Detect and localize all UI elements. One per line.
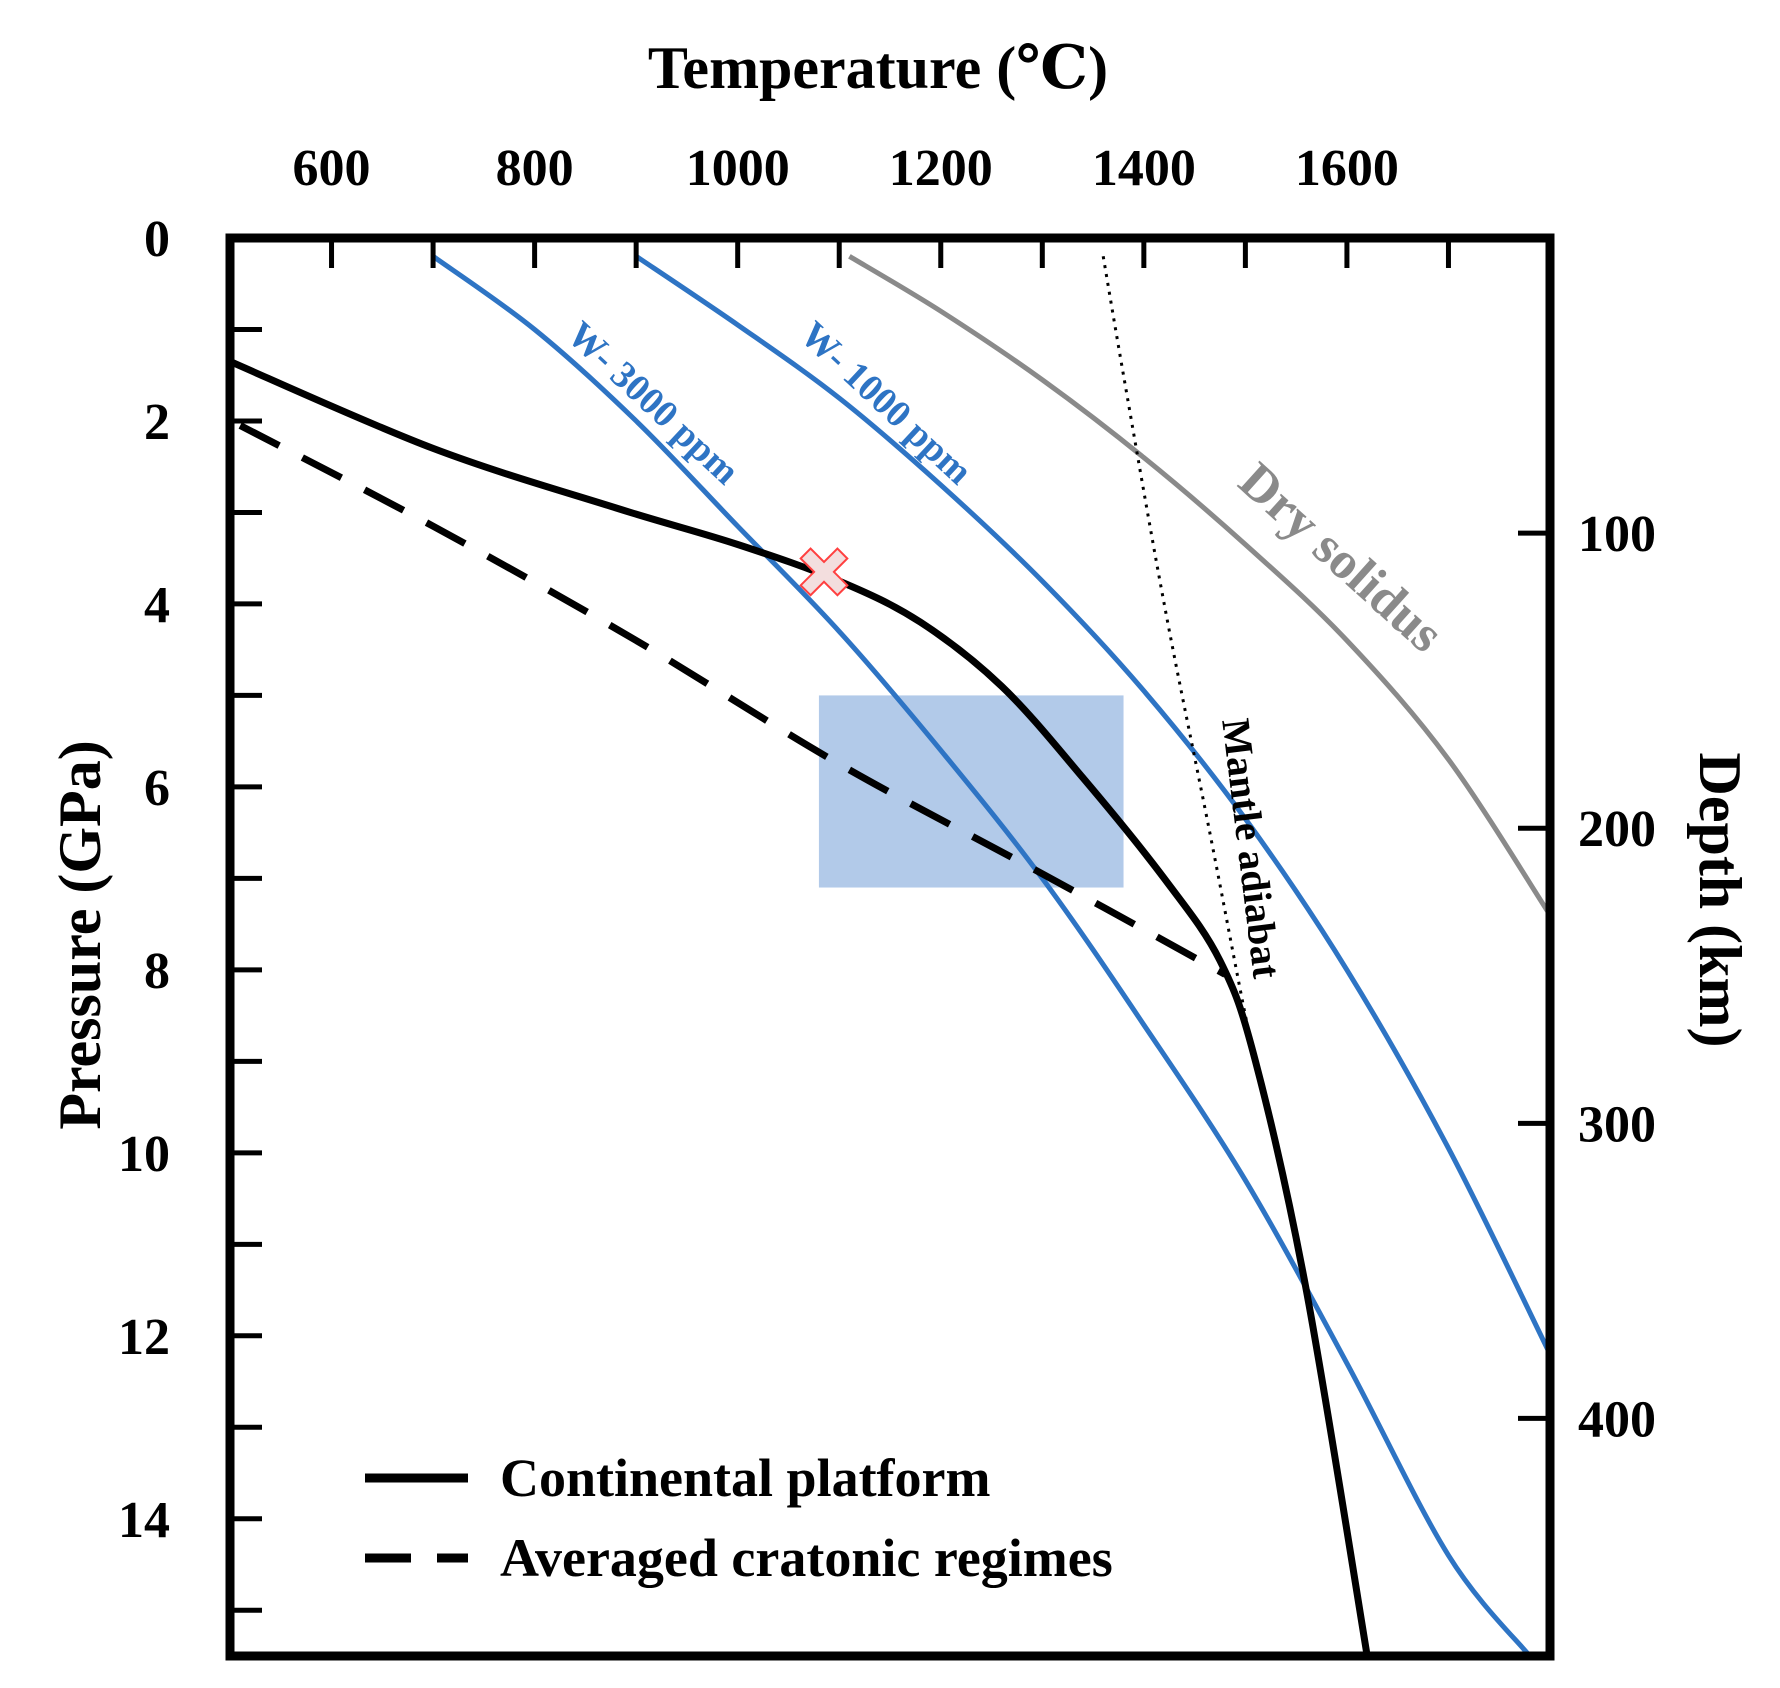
ticks: 600 800 1000 1200 1400 1600 0 2 4 6 8 10 12 14 100 200 3… xyxy=(118,140,1656,1613)
series-w-3000-ppm xyxy=(431,254,1532,1656)
plot-area xyxy=(230,254,1550,1656)
series-w-1000-ppm xyxy=(634,254,1550,1356)
legend: Continental platform Averaged cratonic r… xyxy=(365,1448,1113,1588)
series-dry-solidus xyxy=(848,254,1550,917)
y-tick-label-0: 0 xyxy=(144,211,170,268)
x-axis-title: Temperature (℃) xyxy=(648,35,1108,101)
y-axis-title: Pressure (GPa) xyxy=(47,740,113,1129)
curve-label-w-3000-ppm: W- 3000 ppm xyxy=(559,313,747,493)
x-tick-label-800: 800 xyxy=(496,140,574,197)
x-tick-label-1000: 1000 xyxy=(686,140,790,197)
y-tick-label-4: 4 xyxy=(144,577,170,634)
y2-tick-label-300: 300 xyxy=(1578,1096,1656,1153)
y2-tick-label-200: 200 xyxy=(1578,801,1656,858)
x-tick-label-1600: 1600 xyxy=(1295,140,1399,197)
legend-label-averaged-cratonic-regimes: Averaged cratonic regimes xyxy=(500,1528,1113,1588)
y-tick-label-8: 8 xyxy=(144,943,170,1000)
x-tick-label-1200: 1200 xyxy=(889,140,993,197)
curve-label-w-1000-ppm: W- 1000 ppm xyxy=(792,313,980,493)
y-tick-label-12: 12 xyxy=(118,1309,170,1366)
y-tick-label-2: 2 xyxy=(144,394,170,451)
y-tick-label-6: 6 xyxy=(144,760,170,817)
y2-tick-label-400: 400 xyxy=(1578,1391,1656,1448)
series-averaged-cratonic-regimes xyxy=(238,422,1227,978)
legend-label-continental-platform: Continental platform xyxy=(500,1448,991,1508)
series-mantle-adiabat xyxy=(1101,256,1268,1108)
y2-axis-title: Depth (km) xyxy=(1687,753,1753,1048)
series-continental-platform xyxy=(230,358,1371,1656)
y2-tick-label-100: 100 xyxy=(1578,506,1656,563)
y-tick-label-14: 14 xyxy=(118,1492,170,1549)
x-tick-label-1400: 1400 xyxy=(1092,140,1196,197)
marker-cross xyxy=(799,547,849,597)
plot-frame xyxy=(225,233,1555,1661)
x-tick-label-600: 600 xyxy=(293,140,371,197)
curve-label-mantle-adiabat: Mantle adiabat xyxy=(1213,716,1290,981)
y-tick-label-10: 10 xyxy=(118,1126,170,1183)
